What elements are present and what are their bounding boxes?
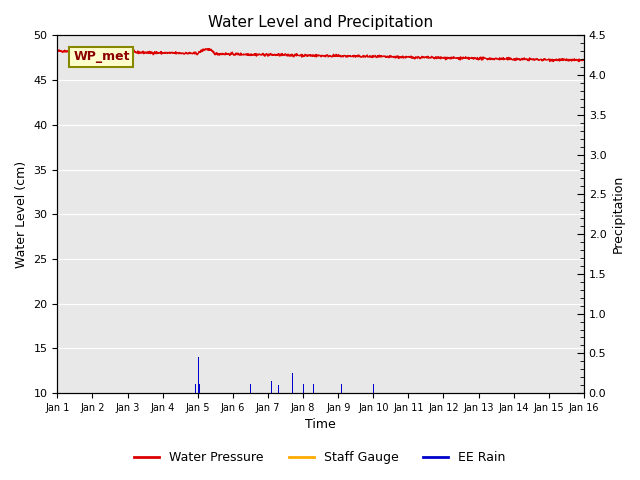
- Water Pressure: [171, 50, 179, 56]
- Water Pressure: [403, 54, 410, 60]
- Water Pressure: [158, 51, 166, 57]
- Water Pressure: [230, 52, 237, 58]
- Water Pressure: [575, 59, 582, 64]
- Y-axis label: Water Level (cm): Water Level (cm): [15, 161, 28, 268]
- Water Pressure: [54, 48, 61, 54]
- X-axis label: Time: Time: [305, 419, 336, 432]
- Title: Water Level and Precipitation: Water Level and Precipitation: [208, 15, 433, 30]
- Line: Water Pressure: Water Pressure: [58, 48, 584, 61]
- Legend: Water Pressure, Staff Gauge, EE Rain: Water Pressure, Staff Gauge, EE Rain: [129, 446, 511, 469]
- Water Pressure: [518, 56, 525, 61]
- Y-axis label: Precipitation: Precipitation: [612, 175, 625, 253]
- Water Pressure: [580, 57, 588, 63]
- Text: WP_met: WP_met: [73, 50, 130, 63]
- Water Pressure: [205, 46, 212, 51]
- Water Pressure: [471, 56, 479, 61]
